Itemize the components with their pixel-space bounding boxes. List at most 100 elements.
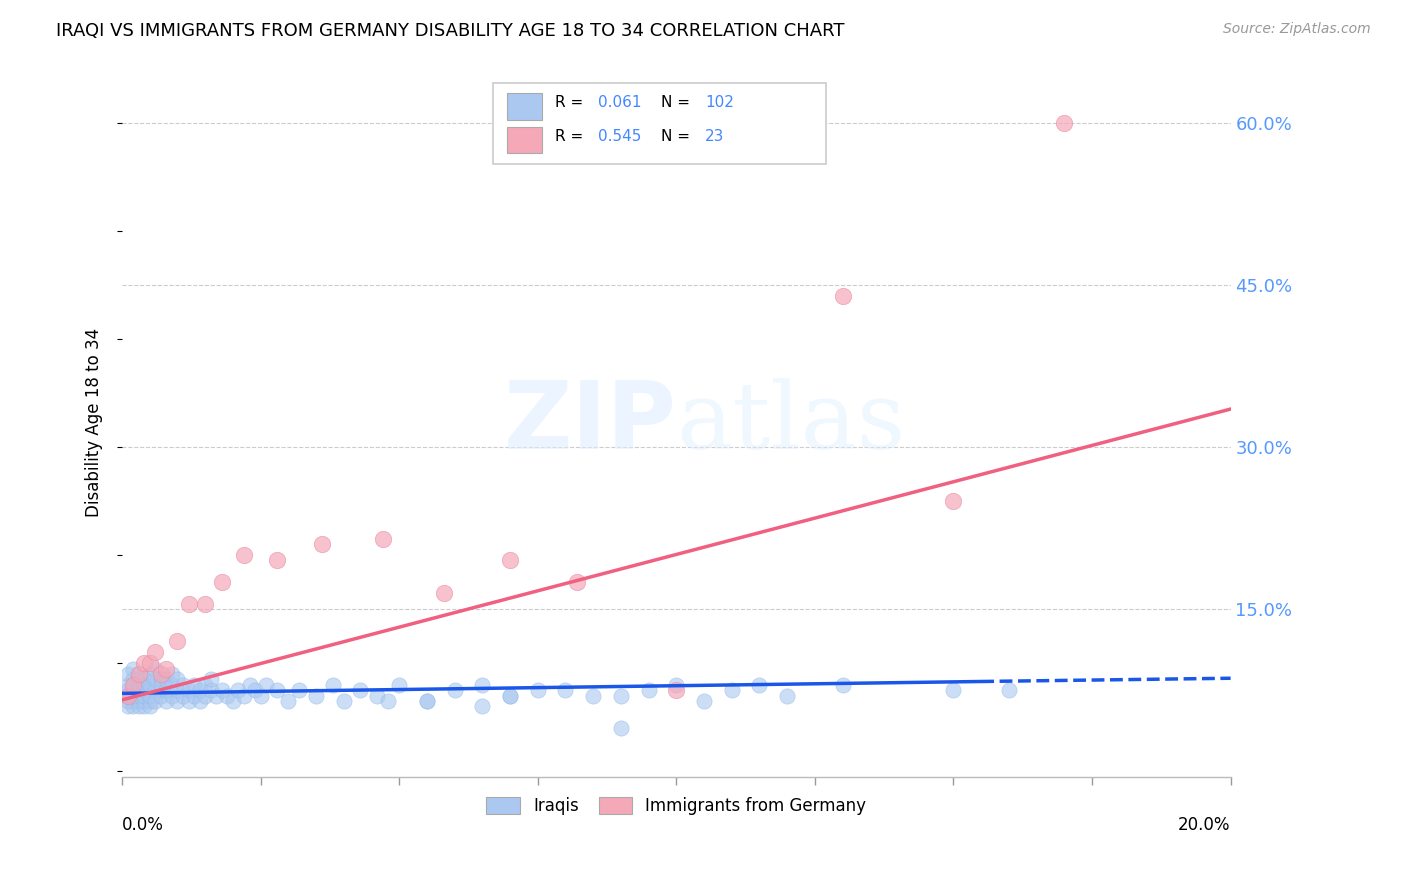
Point	[166, 634, 188, 648]
Point	[155, 661, 177, 675]
Point	[134, 683, 156, 698]
Text: N =: N =	[661, 129, 695, 144]
Point	[332, 694, 354, 708]
Point	[776, 689, 799, 703]
Point	[205, 689, 228, 703]
Point	[243, 683, 266, 698]
Point	[143, 673, 166, 687]
Point	[526, 683, 548, 698]
Point	[194, 689, 217, 703]
Point	[610, 689, 633, 703]
Point	[499, 689, 522, 703]
Point	[183, 689, 205, 703]
Point	[416, 694, 439, 708]
Text: ZIP: ZIP	[503, 376, 676, 468]
Point	[200, 683, 222, 698]
Point	[122, 694, 145, 708]
Point	[188, 694, 211, 708]
Text: 0.0%: 0.0%	[122, 815, 165, 833]
Point	[128, 673, 150, 687]
Point	[128, 678, 150, 692]
Point	[322, 678, 344, 692]
Point	[177, 597, 200, 611]
Point	[233, 548, 256, 562]
Point	[222, 694, 245, 708]
Point	[249, 689, 271, 703]
Point	[665, 678, 688, 692]
Point	[637, 683, 659, 698]
Point	[1053, 115, 1076, 129]
Point	[194, 597, 217, 611]
Point	[122, 683, 145, 698]
Point	[499, 689, 522, 703]
Text: N =: N =	[661, 95, 695, 110]
Point	[443, 683, 465, 698]
Point	[122, 661, 145, 675]
Legend: Iraqis, Immigrants from Germany: Iraqis, Immigrants from Germany	[479, 790, 873, 822]
Point	[149, 667, 172, 681]
Point	[117, 689, 139, 703]
Point	[117, 667, 139, 681]
Point	[160, 689, 183, 703]
Point	[122, 673, 145, 687]
Point	[371, 532, 394, 546]
Point	[377, 694, 399, 708]
Point	[200, 673, 222, 687]
Point	[183, 678, 205, 692]
Point	[471, 678, 494, 692]
Bar	[506, 93, 543, 120]
Point	[128, 689, 150, 703]
Point	[416, 694, 439, 708]
Point	[254, 678, 277, 692]
Point	[117, 689, 139, 703]
Point	[693, 694, 716, 708]
Point	[471, 699, 494, 714]
Point	[311, 537, 333, 551]
Point	[998, 683, 1021, 698]
Text: 23: 23	[706, 129, 724, 144]
Point	[177, 694, 200, 708]
Point	[942, 494, 965, 508]
Point	[139, 699, 162, 714]
Point	[128, 667, 150, 681]
Text: 102: 102	[706, 95, 734, 110]
Point	[233, 689, 256, 703]
Point	[177, 683, 200, 698]
Point	[238, 678, 260, 692]
Point	[128, 694, 150, 708]
Text: Source: ZipAtlas.com: Source: ZipAtlas.com	[1223, 22, 1371, 37]
Point	[134, 656, 156, 670]
Point	[499, 553, 522, 567]
Text: atlas: atlas	[676, 377, 905, 467]
Point	[134, 673, 156, 687]
Point	[149, 683, 172, 698]
FancyBboxPatch shape	[494, 83, 825, 164]
Point	[122, 689, 145, 703]
Point	[134, 689, 156, 703]
Point	[117, 694, 139, 708]
Point	[143, 661, 166, 675]
Point	[139, 656, 162, 670]
Point	[266, 553, 288, 567]
Point	[610, 721, 633, 735]
Point	[665, 683, 688, 698]
Point	[143, 645, 166, 659]
Text: 20.0%: 20.0%	[1178, 815, 1230, 833]
Point	[194, 678, 217, 692]
Point	[432, 586, 454, 600]
Point	[305, 689, 328, 703]
Point	[217, 689, 239, 703]
Point	[128, 699, 150, 714]
Point	[565, 575, 588, 590]
Point	[160, 667, 183, 681]
Point	[349, 683, 371, 698]
Point	[228, 683, 250, 698]
Point	[128, 683, 150, 698]
Point	[117, 683, 139, 698]
Point	[134, 678, 156, 692]
Point	[155, 683, 177, 698]
Point	[149, 689, 172, 703]
Point	[288, 683, 311, 698]
Point	[188, 683, 211, 698]
Text: R =: R =	[555, 95, 589, 110]
